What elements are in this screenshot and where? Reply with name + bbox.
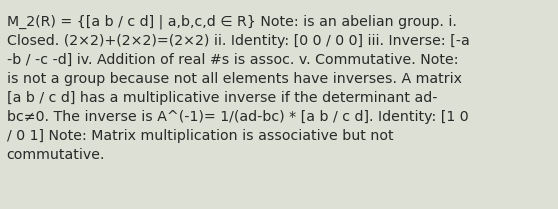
Text: M_2(R) = {[a b / c d] | a,b,c,d ∈ R} Note: is an abelian group. i.
Closed. (2×2): M_2(R) = {[a b / c d] | a,b,c,d ∈ R} Not… — [7, 15, 469, 162]
